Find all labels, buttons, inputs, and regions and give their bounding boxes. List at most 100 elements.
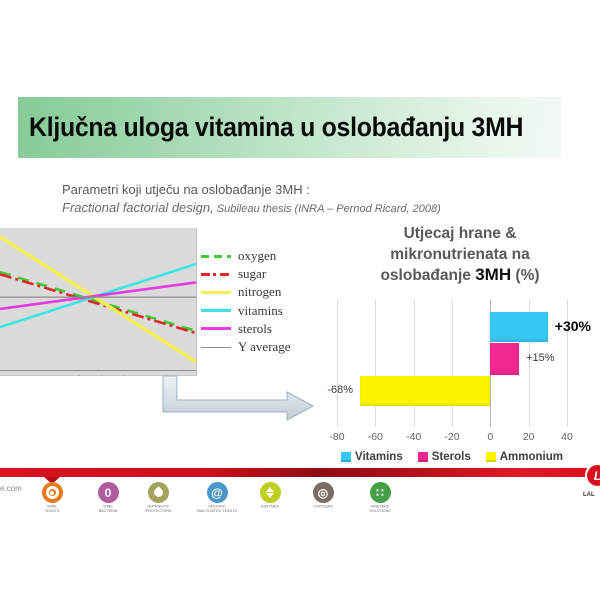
legend-label: sugar — [238, 266, 267, 282]
bar-legend-item: Vitamins — [341, 451, 403, 463]
wine-yeasts-icon — [42, 482, 63, 503]
bar-chart-legend: Vitamins Sterols Ammonium — [337, 451, 567, 463]
bar-value-label: +15% — [526, 352, 555, 364]
enzymes-badge — [259, 482, 281, 503]
legend-item: vitamins — [201, 302, 291, 320]
legend-swatch — [485, 452, 496, 462]
legend-item: nitrogen — [201, 283, 291, 301]
bar-chart-title-line3: oslobađanje 3MH (%) — [338, 265, 582, 287]
footer-logo-label: WINE YEASTS — [44, 505, 60, 513]
legend-line-sample — [201, 272, 231, 276]
x-tick-label: -80 — [329, 431, 345, 443]
series-line-sterols — [0, 281, 196, 311]
legend-line-sample — [201, 254, 231, 258]
footer-logo-label: SPECIFIC INACTIVATED YEASTS — [197, 505, 237, 513]
logo-specific-inactivated-yeasts: @ SPECIFIC INACTIVATED YEASTS — [187, 482, 247, 518]
bar-vitamins — [490, 312, 548, 342]
bar-value-label: +30% — [554, 318, 591, 334]
legend-label: vitamins — [238, 302, 283, 318]
legend-label: nitrogen — [238, 284, 282, 300]
vineyard-solutions-badge: ∷ — [369, 482, 391, 503]
line-chart-plot — [0, 228, 197, 376]
logo-enzymes: ENZYMES — [240, 482, 300, 512]
subtitle-line1: Parametri koji utječu na oslobađanje 3MH… — [62, 182, 310, 197]
cropped-axis-labels: - - - — [78, 373, 134, 380]
subtitle-reference-detail: Subileau thesis (INRA – Pernod Ricard, 2… — [213, 203, 441, 215]
chitosan-badge: ◎ — [312, 482, 334, 503]
line-chart-x-axis — [0, 370, 196, 371]
lallemand-logo-icon: L — [585, 463, 600, 488]
slide-title: Ključna uloga vitamina u oslobađanju 3MH — [29, 112, 524, 142]
x-tick-label: 20 — [522, 431, 535, 443]
wine-bacteria-icon: 0 — [104, 485, 112, 500]
enzymes-icon — [260, 482, 281, 503]
lallemand-brand-fragment: LAL — [583, 492, 595, 498]
logo-vineyard-solutions: ∷ VINEYARD SOLUTIONS — [350, 482, 410, 518]
series-line-oxygen — [0, 270, 196, 333]
bar-legend-item: Sterols — [417, 451, 471, 463]
series-line-sugar — [0, 273, 196, 335]
gridline — [375, 300, 377, 427]
gridline — [413, 300, 415, 427]
x-tick-label: -60 — [367, 431, 383, 443]
wine-yeasts-badge — [41, 482, 63, 503]
logo-wine-yeasts: WINE YEASTS — [22, 482, 82, 518]
bar-chart-title-line2: mikronutrienata na — [390, 245, 530, 263]
subtitle-line2: Fractional factorial design, Subileau th… — [62, 200, 441, 215]
bar-chart-title-line1: Utjecaj hrane & — [403, 225, 517, 242]
elbow-arrow-shape — [162, 375, 315, 421]
legend-line-sample — [201, 309, 231, 313]
bar-sterols — [490, 343, 520, 375]
legend-line-sample — [201, 327, 231, 331]
bar-legend-item: Ammonium — [485, 451, 563, 463]
legend-item: sugar — [201, 265, 291, 283]
x-tick-label: -20 — [444, 431, 460, 443]
footer-logo-label: ENZYMES — [261, 505, 279, 509]
bar-value-label: -68% — [327, 384, 353, 396]
wine-bacteria-badge: 0 — [97, 482, 119, 503]
section-pointer-icon — [44, 477, 60, 484]
bar-legend-label: Sterols — [431, 451, 471, 463]
subtitle-block: Parametri koji utječu na oslobađanje 3MH… — [62, 182, 441, 215]
logo-nutrients-protectors: NUTRIENTS /PROTECTORS — [128, 482, 188, 518]
x-tick-label: 40 — [561, 431, 573, 443]
bar-chart-plot: -80 -60 -40 -20 0 20 40 +30% +15% -68% — [327, 300, 591, 443]
logo-wine-bacteria: 0 WINE BACTERIA — [78, 482, 138, 518]
footer-logo-label: NUTRIENTS /PROTECTORS — [144, 505, 172, 513]
legend-label: sterols — [238, 320, 272, 336]
footer-logo-label: VINEYARD SOLUTIONS — [369, 505, 391, 513]
legend-item: sterols — [201, 320, 291, 338]
legend-label: Y average — [238, 339, 291, 355]
title-banner: Ključna uloga vitamina u oslobađanju 3MH — [18, 97, 561, 158]
gridline — [528, 300, 530, 427]
bar-legend-label: Ammonium — [499, 451, 563, 463]
legend-label: oxygen — [238, 248, 277, 264]
x-tick-label: -40 — [406, 431, 422, 443]
elbow-arrow — [162, 375, 315, 421]
x-tick-label: 0 — [487, 431, 494, 443]
footer-red-band — [0, 468, 591, 477]
gridline — [452, 300, 453, 427]
legend-item: Y average — [201, 338, 291, 356]
bar-chart-title-line3-pre: oslobađanje — [380, 267, 476, 284]
bar-legend-label: Vitamins — [355, 451, 403, 463]
vineyard-solutions-icon: ∷ — [376, 485, 384, 500]
bar-chart-title: Utjecaj hrane & mikronutrienata na oslob… — [338, 224, 582, 287]
specific-inactivated-yeasts-badge: @ — [206, 482, 228, 503]
legend-line-sample — [201, 346, 231, 348]
gridline — [567, 300, 568, 427]
gridline — [337, 300, 338, 427]
nutrients-protectors-icon — [148, 482, 169, 503]
line-chart-svg — [0, 235, 196, 364]
logo-chitosan: ◎ CHITOSAN — [293, 482, 353, 512]
legend-item: oxygen — [201, 247, 291, 265]
line-chart-legend: oxygen sugar nitrogen vitamins sterols Y… — [201, 247, 291, 356]
legend-line-sample — [201, 290, 231, 294]
footer-logo-label: CHITOSAN — [313, 505, 333, 509]
legend-swatch — [417, 452, 428, 462]
chitosan-icon: ◎ — [317, 485, 329, 500]
subtitle-reference-main: Fractional factorial design, — [62, 200, 214, 215]
series-line-nitrogen — [0, 235, 196, 364]
bar-ammonium — [360, 376, 491, 406]
footer-logo-label: WINE BACTERIA — [98, 505, 118, 513]
